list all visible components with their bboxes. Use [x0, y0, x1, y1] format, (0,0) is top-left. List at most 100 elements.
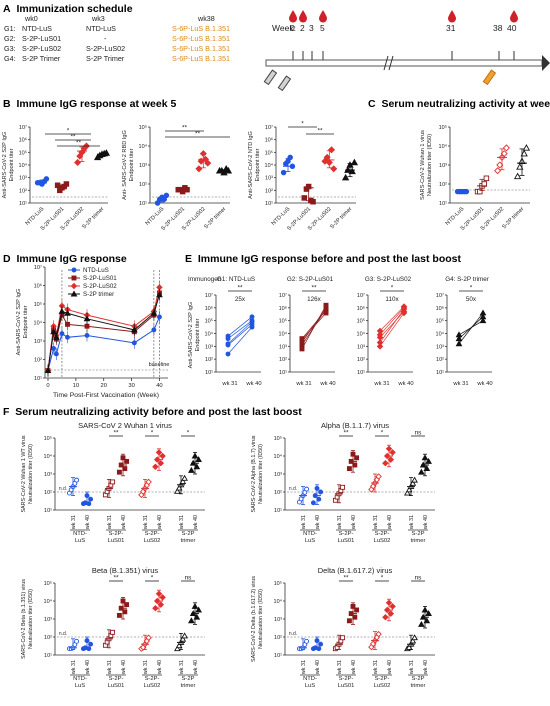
- data-point-pre: [409, 479, 417, 486]
- data-point-pre: [145, 634, 152, 641]
- data-point: [376, 331, 384, 339]
- panel-e-ylabel: Endpoint titer: [195, 318, 201, 351]
- data-point: [327, 146, 336, 154]
- data-point: [83, 315, 91, 322]
- data-point-post: [116, 469, 122, 475]
- data-point: [74, 158, 82, 167]
- significance-label: *: [391, 285, 394, 292]
- panel-f-ylabel: SARS-CoV-2 Beta (b.1.351) virus: [21, 579, 27, 659]
- data-point: [52, 333, 60, 340]
- data-point-post: [188, 617, 195, 624]
- data-point: [131, 340, 137, 346]
- significance-label: **: [182, 125, 188, 132]
- timeline-arrow-head: [542, 55, 550, 71]
- y-tick-label: 10⁷: [279, 292, 287, 299]
- y-tick-label: 10¹: [139, 201, 147, 207]
- panel-b-group-label: S-2P trimer: [329, 206, 353, 230]
- significance-label: *: [67, 128, 70, 135]
- y-tick-label: 10⁴: [274, 453, 283, 460]
- y-tick-label: 10¹: [44, 508, 52, 514]
- data-point: [455, 331, 463, 338]
- data-point-pre: [411, 476, 418, 483]
- data-point: [479, 317, 487, 324]
- y-tick-label: 10²: [205, 357, 213, 363]
- y-tick-label: 10⁵: [439, 124, 447, 131]
- x-tick-label: 40: [156, 383, 162, 389]
- panel-f-group-label: NTD-: [73, 531, 87, 537]
- data-point: [376, 343, 384, 350]
- data-point-post: [354, 607, 360, 613]
- paired-line: [301, 305, 327, 350]
- paired-line: [458, 312, 484, 344]
- section-a-title: A Immunization schedule: [3, 3, 133, 15]
- panel-f-ylabel: Neutralization titer (ID50): [28, 444, 34, 504]
- paired-line: [379, 307, 405, 336]
- y-tick-label: 10⁴: [205, 331, 214, 338]
- data-point-post: [425, 610, 432, 617]
- panel-f-group-label: S-2P-: [145, 676, 160, 682]
- panel-b-group-label: NTD-LuS: [271, 206, 292, 227]
- y-tick-label: 10¹: [357, 370, 365, 376]
- schedule-header-wk3: wk3: [92, 14, 105, 23]
- data-point-post: [418, 468, 425, 475]
- data-point: [341, 173, 350, 181]
- data-point: [65, 321, 70, 327]
- y-tick-label: 10²: [274, 635, 282, 641]
- y-tick-label: 10²: [436, 357, 444, 363]
- y-tick-label: 10³: [279, 344, 287, 350]
- paired-line: [458, 320, 484, 336]
- panel-f-group-label: trimer: [181, 538, 196, 544]
- data-point-pre: [179, 635, 187, 642]
- y-tick-label: 10³: [44, 472, 52, 478]
- x-tick-label: wk 40: [121, 515, 127, 530]
- panel-f-group-label: LuS01: [338, 683, 355, 689]
- y-tick-label: 10⁷: [265, 124, 273, 131]
- legend-marker: [71, 275, 77, 281]
- not-detected-label: n.d.: [59, 631, 67, 637]
- data-point: [53, 351, 59, 357]
- series-line: [47, 287, 160, 371]
- panel-f-group-label: NTD-: [303, 531, 317, 537]
- data-point-pre: [145, 478, 152, 486]
- data-point: [150, 309, 158, 316]
- section-b-title: B Immune IgG response at week 5: [3, 98, 177, 110]
- y-tick-label: 10⁶: [357, 305, 365, 312]
- y-tick-label: 10²: [34, 358, 42, 364]
- panel-b-ylabel: Endpoint titer: [255, 148, 261, 181]
- paired-line: [227, 321, 253, 345]
- panel-e-title: G3: S-2P-LuS02: [365, 276, 412, 283]
- data-point: [299, 346, 305, 352]
- panel-f-group-label: trimer: [181, 683, 196, 689]
- y-tick-label: 10⁴: [19, 162, 28, 169]
- paired-line: [379, 306, 405, 332]
- data-point: [84, 323, 90, 329]
- data-point-post: [423, 617, 431, 624]
- x-tick-label: wk 31: [107, 515, 113, 530]
- y-tick-label: 10⁶: [205, 305, 213, 312]
- panel-f-group-label: S-2P: [412, 676, 425, 682]
- x-tick-label: wk 40: [351, 660, 357, 675]
- y-tick-label: 10²: [357, 357, 365, 363]
- data-point-post: [389, 603, 396, 610]
- panel-f-group-label: S-2P-: [375, 676, 390, 682]
- panel-f-group-label: S-2P: [412, 531, 425, 537]
- data-point-post: [382, 459, 389, 467]
- x-tick-label: 10: [73, 383, 79, 389]
- panel-f-group-label: trimer: [411, 683, 426, 689]
- panel-e-title: G4: S-2P trimer: [445, 276, 489, 283]
- panel-b-ylabel: Endpoint titer: [129, 148, 135, 181]
- panel-f-group-label: S-2P: [182, 676, 195, 682]
- data-point: [520, 149, 528, 157]
- x-tick-label: wk 40: [157, 660, 163, 675]
- section-c-title: C Serum neutralizing activity at week 5: [368, 98, 550, 110]
- significance-label: **: [343, 575, 349, 582]
- y-tick-label: 10⁷: [205, 292, 213, 299]
- y-tick-label: 10⁴: [139, 143, 148, 150]
- y-tick-label: 10⁶: [279, 305, 287, 312]
- y-tick-label: 10¹: [265, 201, 273, 207]
- x-tick-label: 20: [100, 383, 106, 389]
- timeline-week-5: 5: [320, 23, 325, 33]
- timeline-week-31: 31: [446, 23, 456, 33]
- y-tick-label: 10³: [274, 617, 282, 623]
- x-tick-label: wk 31: [409, 515, 415, 530]
